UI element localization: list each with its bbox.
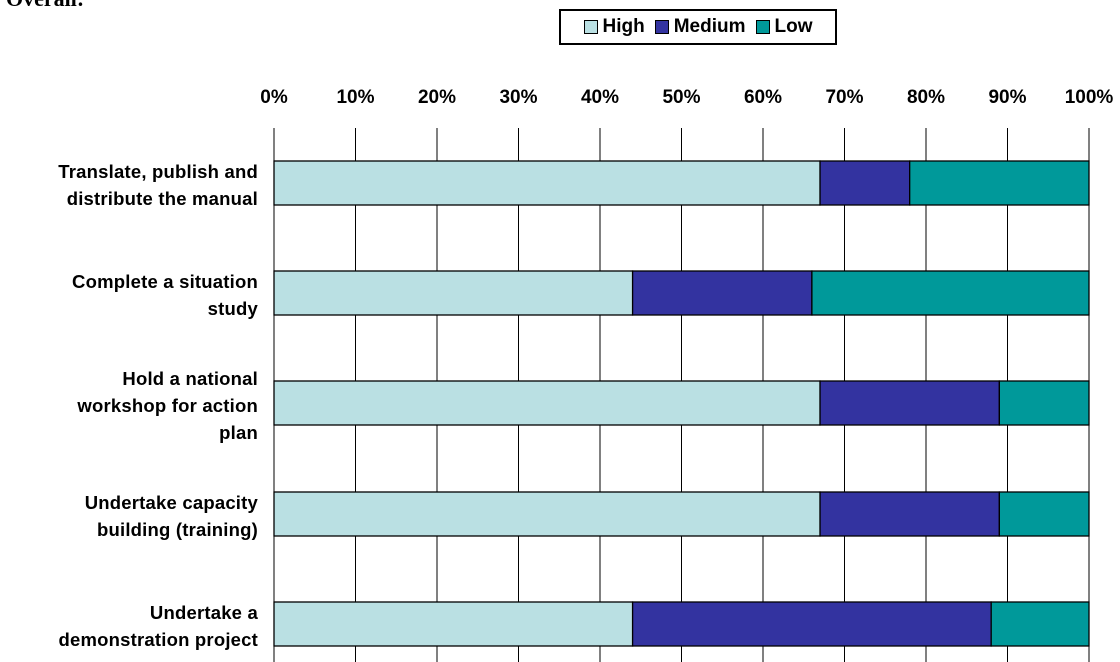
page-heading-cropped: Overall: (6, 0, 84, 12)
legend-swatch-low (755, 20, 770, 34)
bar-medium-0 (819, 160, 911, 206)
bar-low-4 (990, 601, 1090, 647)
x-tick-label: 50% (662, 87, 700, 108)
legend-item-medium: Medium (654, 16, 746, 38)
x-tick-label: 0% (260, 87, 288, 108)
legend-label-low: Low (774, 16, 813, 37)
x-tick-label: 60% (744, 87, 782, 108)
x-tick-label: 40% (581, 87, 619, 108)
bar-low-2 (998, 380, 1090, 426)
legend-item-low: Low (755, 16, 813, 38)
bar-high-3 (273, 491, 821, 537)
bar-low-1 (811, 270, 1090, 316)
category-label: Undertake capacity building (training) (84, 492, 258, 540)
legend-swatch-high (583, 20, 598, 34)
bar-medium-3 (819, 491, 1000, 537)
category-label: Undertake a demonstration project (58, 602, 258, 650)
x-tick-label: 100% (1065, 87, 1114, 108)
bar-high-0 (273, 160, 821, 206)
bar-high-4 (273, 601, 634, 647)
category-label: Complete a situation study (72, 271, 258, 319)
legend-item-high: High (583, 16, 645, 38)
bar-high-2 (273, 380, 821, 426)
bar-medium-4 (631, 601, 992, 647)
bar-low-3 (998, 491, 1090, 537)
bar-medium-2 (819, 380, 1000, 426)
category-label: Hold a national workshop for action plan (77, 367, 258, 443)
x-tick-label: 30% (499, 87, 537, 108)
x-tick-label: 90% (988, 87, 1026, 108)
x-tick-label: 20% (418, 87, 456, 108)
bar-high-1 (273, 270, 634, 316)
bar-medium-1 (631, 270, 813, 316)
x-tick-label: 80% (907, 87, 945, 108)
x-tick-label: 10% (336, 87, 374, 108)
x-tick-label: 70% (825, 87, 863, 108)
category-label: Translate, publish and distribute the ma… (58, 161, 258, 209)
bar-low-0 (909, 160, 1090, 206)
chart-legend: High Medium Low (559, 9, 837, 45)
legend-label-high: High (602, 16, 645, 37)
legend-label-medium: Medium (673, 16, 746, 37)
legend-swatch-medium (654, 20, 669, 34)
